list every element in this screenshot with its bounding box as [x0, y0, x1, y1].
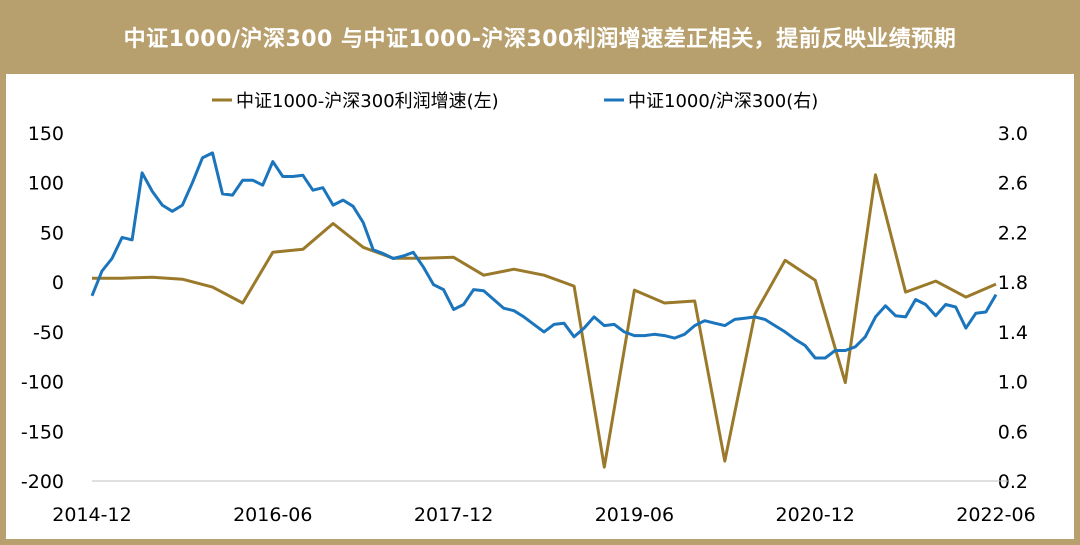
- chart-svg: 中证1000-沪深300利润增速(左) 中证1000/沪深300(右) 1501…: [21, 91, 1036, 526]
- y-left-tick-label: 100: [28, 173, 64, 195]
- y-right-tick-label: 0.6: [998, 421, 1028, 443]
- chart-title: 中证1000/沪深300 与中证1000-沪深300利润增速差正相关，提前反映业…: [6, 0, 1074, 74]
- x-tick-label: 2022-06: [956, 504, 1035, 526]
- x-tick-label: 2017-12: [414, 504, 493, 526]
- y-left-tick-label: -50: [33, 322, 64, 344]
- y-left-tick-label: 0: [52, 272, 64, 294]
- x-tick-label: 2014-12: [52, 504, 131, 526]
- legend: 中证1000-沪深300利润增速(左) 中证1000/沪深300(右): [212, 91, 818, 112]
- legend-label-ratio: 中证1000/沪深300(右): [628, 91, 818, 112]
- y-left-tick-label: -100: [21, 372, 64, 394]
- plot-area: [90, 151, 998, 469]
- series-line-profit: [92, 173, 997, 469]
- y-axis-right: 3.0 2.6 2.2 1.8 1.4 1.0 0.6 0.2: [998, 123, 1028, 493]
- y-right-tick-label: 1.0: [998, 372, 1028, 394]
- x-axis: 2014-12 2016-06 2017-12 2019-06 2020-12 2022-…: [52, 480, 1036, 526]
- y-right-tick-label: 1.8: [998, 272, 1028, 294]
- x-tick-label: 2016-06: [233, 504, 312, 526]
- y-axis-left: 150 100 50 0 -50 -100 -150 -200: [21, 123, 64, 493]
- y-right-tick-label: 2.2: [998, 222, 1028, 244]
- y-right-tick-label: 0.2: [998, 471, 1028, 493]
- x-tick-label: 2020-12: [776, 504, 855, 526]
- y-right-tick-label: 3.0: [998, 123, 1028, 145]
- y-left-tick-label: -150: [21, 421, 64, 443]
- x-tick-label: 2019-06: [595, 504, 674, 526]
- legend-label-profit: 中证1000-沪深300利润增速(左): [236, 91, 499, 112]
- y-left-tick-label: 150: [28, 123, 64, 145]
- series-line-ratio: [90, 151, 998, 360]
- y-left-tick-label: 50: [40, 222, 64, 244]
- y-right-tick-label: 2.6: [998, 173, 1028, 195]
- y-right-tick-label: 1.4: [998, 322, 1028, 344]
- y-left-tick-label: -200: [21, 471, 64, 493]
